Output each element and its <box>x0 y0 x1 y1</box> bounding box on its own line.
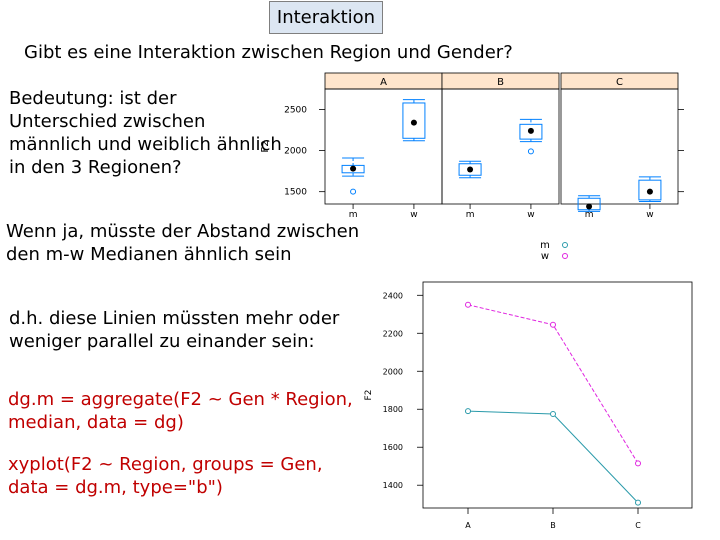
y-tick-label: 2000 <box>284 147 307 157</box>
x-tick-label: m <box>466 210 475 220</box>
text-line: männlich und weiblich ähnlich <box>9 134 282 155</box>
box <box>638 179 662 201</box>
text-line: Wenn ja, müsste der Abstand zwischen <box>6 221 360 242</box>
series-point-m <box>635 499 641 506</box>
median-dot <box>586 203 593 210</box>
text-line: in den 3 Regionen? <box>9 157 182 178</box>
series-point-m <box>550 410 556 417</box>
code-aggregate: dg.m = aggregate(F2 ~ Gen * Region, medi… <box>8 388 353 434</box>
x-tick-label: C <box>635 521 641 530</box>
text-line: weniger parallel zu einander sein: <box>9 331 315 352</box>
question-text: Gibt es eine Interaktion zwischen Region… <box>24 42 513 63</box>
y-axis-label: F2 <box>260 140 271 152</box>
median-dot <box>350 165 357 172</box>
code-line: dg.m = aggregate(F2 ~ Gen * Region, <box>8 389 353 410</box>
code-line: median, data = dg) <box>8 412 184 433</box>
boxplot-chart: 1500 2000 2500 F2 Am w Bm w Cm w <box>260 72 684 220</box>
plot-frame <box>422 281 693 509</box>
y-tick-label: 2400 <box>383 291 403 300</box>
series-point-w <box>635 460 641 467</box>
code-xyplot: xyplot(F2 ~ Region, groups = Gen, data =… <box>8 453 323 499</box>
panel-label: A <box>380 77 387 88</box>
legend-symbol <box>562 253 568 259</box>
y-tick-label: 2000 <box>383 367 403 376</box>
y-tick-label: 1500 <box>284 188 307 198</box>
box <box>519 123 543 140</box>
outlier-point <box>350 188 357 195</box>
median-dot <box>467 166 474 173</box>
y-tick-label: 1800 <box>383 405 403 414</box>
median-dot <box>646 188 653 195</box>
series-point-m <box>465 408 471 415</box>
panel-frame <box>560 88 679 205</box>
code-line: data = dg.m, type="b") <box>8 477 223 498</box>
y-tick-label: 2200 <box>383 329 403 338</box>
series-point-w <box>465 301 471 308</box>
series-point-w <box>550 321 556 328</box>
x-tick-label: w <box>410 210 417 220</box>
box <box>458 163 482 176</box>
y-tick-label: 1600 <box>383 443 403 452</box>
median-dot <box>527 127 534 134</box>
y-axis-label: F2 <box>364 390 374 401</box>
y-tick-label: 1400 <box>383 481 403 490</box>
x-tick-label: m <box>349 210 358 220</box>
text-wenn: Wenn ja, müsste der Abstand zwischen den… <box>6 220 359 266</box>
legend-symbol <box>562 242 568 248</box>
panel-frame <box>441 88 560 205</box>
series-line-w <box>467 304 639 464</box>
box <box>577 197 601 211</box>
x-tick-label: A <box>465 521 471 530</box>
slide-title-box: Interaktion <box>269 1 383 34</box>
legend-label: m <box>540 240 550 251</box>
legend-label: w <box>541 251 549 262</box>
text-bedeutung: Bedeutung: ist der Unterschied zwischen … <box>9 87 282 179</box>
slide-title: Interaktion <box>276 7 376 28</box>
outlier-point <box>527 148 534 155</box>
text-line: Bedeutung: ist der <box>9 88 177 109</box>
y-tick-label: 2500 <box>284 106 307 116</box>
x-tick-label: B <box>550 521 556 530</box>
x-tick-label: w <box>646 210 653 220</box>
interaction-line-chart: 1400 1600 1800 2000 2200 2400 F2 A B Cmw <box>364 240 693 530</box>
text-line: Unterschied zwischen <box>9 111 206 132</box>
text-line: den m-w Medianen ähnlich sein <box>6 244 292 265</box>
text-line: d.h. diese Linien müssten mehr oder <box>9 308 340 329</box>
box <box>341 164 365 174</box>
text-dh: d.h. diese Linien müssten mehr oder weni… <box>9 307 339 353</box>
code-line: xyplot(F2 ~ Region, groups = Gen, <box>8 454 323 475</box>
box <box>402 102 426 139</box>
panel-label: B <box>497 77 504 88</box>
x-tick-label: m <box>585 210 594 220</box>
x-tick-label: w <box>527 210 534 220</box>
series-line-m <box>467 410 639 504</box>
median-dot <box>410 119 417 126</box>
panel-label: C <box>616 77 623 88</box>
